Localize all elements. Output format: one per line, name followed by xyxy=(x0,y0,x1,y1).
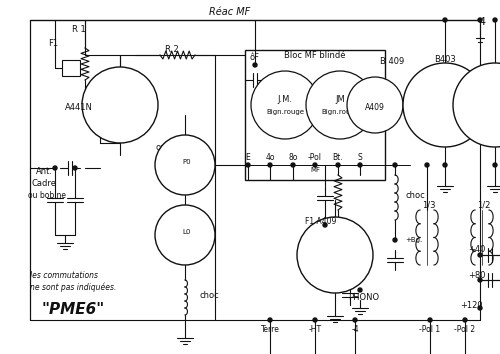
Circle shape xyxy=(155,135,215,195)
Text: +120: +120 xyxy=(460,301,482,309)
Circle shape xyxy=(306,71,374,139)
Text: Terre: Terre xyxy=(260,325,280,335)
Text: +Bg.: +Bg. xyxy=(405,237,422,243)
Text: +40: +40 xyxy=(468,246,485,255)
Text: ne sont pas indiquées.: ne sont pas indiquées. xyxy=(30,282,117,292)
Text: -Pol 2: -Pol 2 xyxy=(454,325,475,335)
Text: -4: -4 xyxy=(351,325,359,335)
Text: JM: JM xyxy=(335,96,345,104)
Text: les commutations: les commutations xyxy=(30,270,98,280)
Circle shape xyxy=(82,67,158,143)
Text: F1 A409: F1 A409 xyxy=(305,217,336,227)
Circle shape xyxy=(251,71,319,139)
Circle shape xyxy=(358,288,362,292)
Text: Bt.: Bt. xyxy=(332,154,344,162)
Circle shape xyxy=(268,163,272,167)
Circle shape xyxy=(393,238,397,242)
Text: 4: 4 xyxy=(478,17,485,27)
Text: -Pol 1: -Pol 1 xyxy=(420,325,440,335)
Text: A409: A409 xyxy=(365,103,385,113)
Circle shape xyxy=(291,163,295,167)
Circle shape xyxy=(268,318,272,322)
Text: "PME6": "PME6" xyxy=(42,303,105,318)
Text: A441N: A441N xyxy=(65,103,93,113)
Text: choc: choc xyxy=(405,190,425,200)
Text: P0: P0 xyxy=(182,159,192,165)
Text: 4o: 4o xyxy=(265,154,275,162)
Circle shape xyxy=(353,318,357,322)
Circle shape xyxy=(403,63,487,147)
Text: Ant.: Ant. xyxy=(36,167,53,177)
Text: Bign.rouge: Bign.rouge xyxy=(321,109,359,115)
Text: J.M.: J.M. xyxy=(278,96,292,104)
Circle shape xyxy=(73,166,77,170)
Circle shape xyxy=(358,163,362,167)
Circle shape xyxy=(425,163,429,167)
Text: 1/3: 1/3 xyxy=(422,200,436,210)
Text: -HT: -HT xyxy=(308,325,322,335)
Text: ou bobine: ou bobine xyxy=(28,190,66,200)
Text: R 2: R 2 xyxy=(165,46,179,55)
Circle shape xyxy=(443,163,447,167)
Text: oscill.: oscill. xyxy=(155,143,179,153)
Circle shape xyxy=(478,253,482,257)
Circle shape xyxy=(246,163,250,167)
Circle shape xyxy=(336,163,340,167)
Circle shape xyxy=(493,163,497,167)
Circle shape xyxy=(443,18,447,22)
Circle shape xyxy=(347,77,403,133)
Circle shape xyxy=(478,18,482,22)
Text: 1/2: 1/2 xyxy=(477,200,490,210)
Text: Réac MF: Réac MF xyxy=(210,7,250,17)
Text: Cadre: Cadre xyxy=(32,178,57,188)
Circle shape xyxy=(463,318,467,322)
Circle shape xyxy=(53,166,57,170)
Bar xyxy=(245,50,385,180)
Circle shape xyxy=(453,63,500,147)
Text: Bloc MF blindé: Bloc MF blindé xyxy=(284,51,346,59)
Circle shape xyxy=(155,205,215,265)
Text: MF: MF xyxy=(310,167,320,173)
Circle shape xyxy=(313,163,317,167)
Text: PHONO: PHONO xyxy=(348,293,379,303)
Circle shape xyxy=(428,318,432,322)
Text: R 1: R 1 xyxy=(72,25,86,34)
Text: L0: L0 xyxy=(183,229,191,235)
Text: S: S xyxy=(358,154,362,162)
Text: -Pol: -Pol xyxy=(308,154,322,162)
Text: Bign.rouge: Bign.rouge xyxy=(266,109,304,115)
Text: +80: +80 xyxy=(468,270,485,280)
Circle shape xyxy=(323,223,327,227)
Text: 8o: 8o xyxy=(288,154,298,162)
Text: E: E xyxy=(246,154,250,162)
Text: B 409: B 409 xyxy=(380,57,404,67)
Text: F1: F1 xyxy=(48,40,58,48)
Circle shape xyxy=(493,18,497,22)
Bar xyxy=(62,60,80,76)
Circle shape xyxy=(313,318,317,322)
Circle shape xyxy=(393,163,397,167)
Circle shape xyxy=(478,306,482,310)
Text: choc: choc xyxy=(200,291,220,299)
Circle shape xyxy=(297,217,373,293)
Text: B403: B403 xyxy=(434,56,456,64)
Circle shape xyxy=(253,63,257,67)
Text: ôF: ôF xyxy=(250,53,260,63)
Circle shape xyxy=(478,278,482,282)
